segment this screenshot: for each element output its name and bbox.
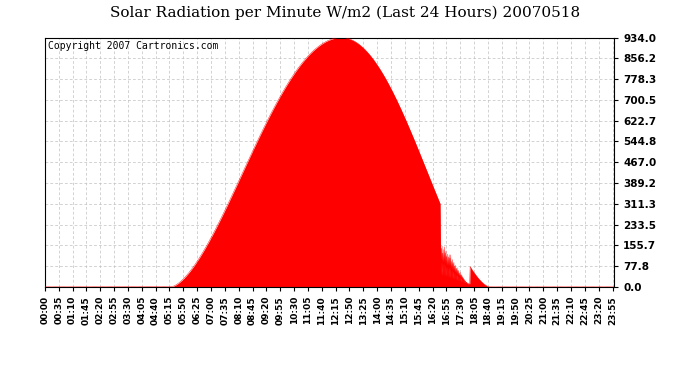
Text: Solar Radiation per Minute W/m2 (Last 24 Hours) 20070518: Solar Radiation per Minute W/m2 (Last 24… xyxy=(110,6,580,20)
Text: Copyright 2007 Cartronics.com: Copyright 2007 Cartronics.com xyxy=(48,41,218,51)
